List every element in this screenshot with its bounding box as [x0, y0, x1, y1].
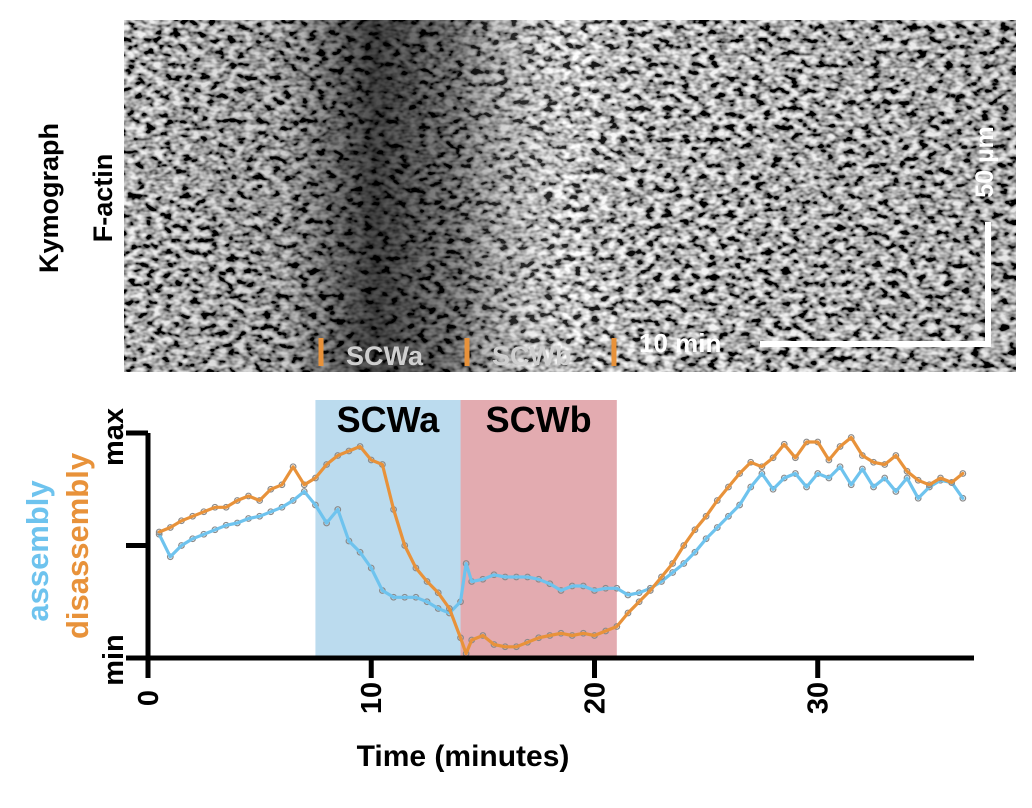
region-scwa	[315, 400, 461, 658]
point-disassembly	[959, 470, 967, 477]
x-axis-label: Time (minutes)	[357, 740, 570, 773]
point-assembly	[702, 535, 710, 543]
point-assembly	[881, 474, 889, 482]
point-assembly	[680, 560, 688, 567]
point-assembly	[769, 485, 777, 493]
point-disassembly	[323, 461, 330, 468]
vertical-scale-label: 50 µm	[971, 126, 999, 197]
point-disassembly	[892, 452, 900, 459]
point-assembly	[892, 488, 900, 495]
point-assembly	[356, 548, 364, 556]
point-disassembly	[769, 454, 777, 462]
x-tick-label: 30	[803, 682, 835, 714]
region-scwb	[460, 400, 617, 658]
point-disassembly	[736, 470, 743, 477]
point-disassembly	[792, 454, 799, 462]
region-label-scwb: SCWb	[486, 399, 592, 440]
point-assembly	[300, 488, 308, 495]
point-assembly	[959, 494, 967, 502]
point-disassembly	[423, 578, 431, 585]
factin-label: F-actin	[88, 154, 118, 243]
point-disassembly	[702, 512, 710, 520]
point-disassembly	[780, 440, 788, 448]
point-disassembly	[725, 483, 732, 491]
point-assembly	[803, 483, 810, 491]
marker-label-scwa: SCWa	[346, 341, 424, 371]
series-layer	[155, 434, 967, 657]
series-disassembly	[155, 434, 967, 657]
point-assembly	[758, 470, 766, 477]
horizontal-scale-label: 10 min	[639, 328, 721, 358]
marker-label-scwb: SCWb	[492, 341, 571, 371]
y-tick-max: max	[98, 408, 130, 466]
shaded-regions: SCWa SCWb	[315, 399, 617, 658]
region-label-scwa: SCWa	[337, 399, 441, 440]
point-disassembly	[836, 443, 844, 450]
kymograph-panel	[124, 20, 1016, 372]
point-disassembly	[658, 573, 665, 581]
chart-axes: 0 10 20 30	[126, 430, 974, 714]
point-disassembly	[624, 609, 632, 617]
line-disassembly	[157, 435, 965, 656]
y-tick-min: min	[98, 634, 130, 686]
y-label-assembly: assembly	[20, 480, 55, 622]
point-disassembly	[646, 587, 654, 594]
point-assembly	[713, 524, 721, 531]
point-disassembly	[903, 467, 911, 475]
y-label-disassembly: disassembly	[60, 452, 95, 639]
point-assembly	[691, 548, 699, 556]
point-disassembly	[691, 526, 699, 534]
x-tick-label: 10	[356, 682, 388, 714]
series-assembly	[155, 463, 967, 617]
line-assembly	[157, 465, 965, 615]
point-assembly	[725, 512, 732, 520]
kymograph-label: Kymograph	[34, 123, 64, 273]
x-tick-label: 20	[579, 682, 611, 714]
point-disassembly	[635, 598, 643, 606]
x-tick-label: 0	[133, 690, 165, 706]
point-assembly	[669, 569, 677, 576]
